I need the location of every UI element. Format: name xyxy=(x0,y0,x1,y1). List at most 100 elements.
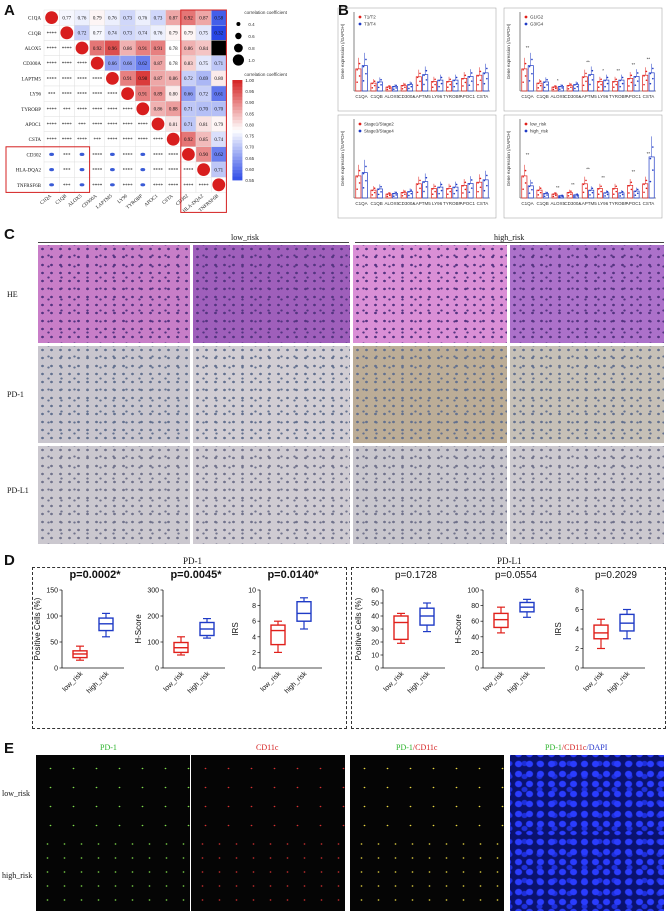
corr-stars: *** xyxy=(48,93,56,98)
gene-row-label: TNFRSF6B xyxy=(17,184,42,189)
corr-value: 0.87 xyxy=(154,77,163,82)
corr-value: 0.70 xyxy=(214,108,223,113)
color-legend-swatch xyxy=(232,100,243,104)
expression-bar xyxy=(612,81,618,92)
box-y-tick-label: 100 xyxy=(467,588,479,595)
sample-point xyxy=(539,187,542,190)
box-iqr xyxy=(270,624,286,646)
sample-point xyxy=(554,85,557,87)
sample-point xyxy=(479,177,482,180)
color-legend-tick: 1.00 xyxy=(245,78,254,83)
sample-point xyxy=(373,187,376,190)
expression-bar xyxy=(482,72,489,92)
sample-point xyxy=(652,67,654,70)
sample-point xyxy=(410,192,413,195)
sample-point xyxy=(621,190,624,193)
sample-point xyxy=(636,72,639,74)
box-y-tick-label: 10 xyxy=(371,653,379,660)
sample-point xyxy=(470,80,473,82)
bar-subplot-frame xyxy=(337,7,497,112)
color-legend-swatch xyxy=(232,146,243,151)
sample-point xyxy=(634,190,637,193)
corr-value: 0.79 xyxy=(214,123,223,128)
sample-point xyxy=(423,181,425,184)
histology-image xyxy=(38,245,190,343)
sample-point xyxy=(447,188,449,190)
corr-value: 0.91 xyxy=(138,47,147,52)
corr-value: 0.86 xyxy=(123,47,132,52)
sample-point xyxy=(468,76,471,78)
histology-image xyxy=(193,245,350,343)
expression-bar xyxy=(536,189,543,199)
sample-point xyxy=(404,86,406,89)
sample-point xyxy=(643,183,645,186)
box-category-label: high_risk xyxy=(507,670,532,695)
sample-point xyxy=(570,193,572,196)
sample-point xyxy=(423,74,425,77)
row-label-he: HE xyxy=(7,290,18,299)
sample-point xyxy=(600,78,602,81)
sample-point xyxy=(546,78,548,81)
corr-stars: **** xyxy=(92,93,103,98)
significance-stars: ** xyxy=(616,68,620,73)
size-legend-title: correlation coefficient xyxy=(244,10,287,15)
sample-point xyxy=(621,76,624,79)
sample-point xyxy=(522,175,524,178)
sample-point xyxy=(576,193,579,196)
histology-image xyxy=(193,446,350,544)
expression-bar xyxy=(370,82,377,92)
box-y-tick-label: 0 xyxy=(155,666,159,673)
sample-point xyxy=(543,195,546,198)
bar-gene-label: CSTA xyxy=(477,201,489,206)
corr-value: 0.69 xyxy=(199,77,208,82)
color-legend-swatch xyxy=(232,96,243,101)
box-y-tick-label: 8 xyxy=(575,588,579,595)
panel-c-high-risk-rule xyxy=(355,242,664,243)
sample-point xyxy=(567,194,570,197)
corr-value: 0.96 xyxy=(108,47,117,52)
corr-stars: **** xyxy=(92,77,103,82)
sample-point xyxy=(386,195,389,198)
corr-cell xyxy=(210,40,227,56)
box-y-tick-label: 6 xyxy=(252,619,256,626)
corr-value: 0.66 xyxy=(123,62,132,67)
corr-value: 0.74 xyxy=(108,32,117,37)
box-ylabel: H-Score xyxy=(134,614,143,644)
expression-bar xyxy=(521,68,528,92)
sample-point xyxy=(401,87,404,90)
color-legend-swatch xyxy=(232,133,243,138)
significance-stars: ** xyxy=(586,166,590,171)
corr-diagonal-dot xyxy=(151,117,165,131)
sample-point xyxy=(576,85,579,88)
row-label-pd1: PD-1 xyxy=(7,390,24,399)
sample-point xyxy=(416,183,419,186)
sample-point xyxy=(531,182,533,184)
corr-value: 0.74 xyxy=(138,32,147,37)
sample-point xyxy=(388,192,391,194)
sample-point xyxy=(561,87,563,89)
corr-value: 0.62 xyxy=(138,62,147,67)
expression-bar xyxy=(581,183,588,199)
bar-gene-label: TYROBP xyxy=(443,201,462,206)
bar-ylabel: Gene expression (/GAPDH) xyxy=(340,130,345,186)
sample-point xyxy=(621,193,624,196)
color-legend-swatch xyxy=(232,90,243,94)
histology-image xyxy=(38,446,190,544)
sample-point xyxy=(479,186,482,189)
gene-row-label: HLA-DQA2 xyxy=(16,169,42,174)
size-legend-dot xyxy=(235,32,242,40)
gene-col-label: C1QA xyxy=(40,194,54,206)
color-legend-swatch xyxy=(232,110,243,114)
sample-point xyxy=(537,194,540,196)
corr-diagonal-dot xyxy=(197,163,211,177)
expression-bar xyxy=(361,172,368,199)
box-y-tick-label: 200 xyxy=(147,614,159,621)
sample-point xyxy=(395,191,397,194)
sample-point xyxy=(643,191,645,194)
sample-point xyxy=(462,78,464,80)
expression-bar xyxy=(476,74,483,92)
fluorescence-image xyxy=(191,833,345,911)
box-iqr xyxy=(493,612,509,629)
sample-point xyxy=(604,192,606,194)
